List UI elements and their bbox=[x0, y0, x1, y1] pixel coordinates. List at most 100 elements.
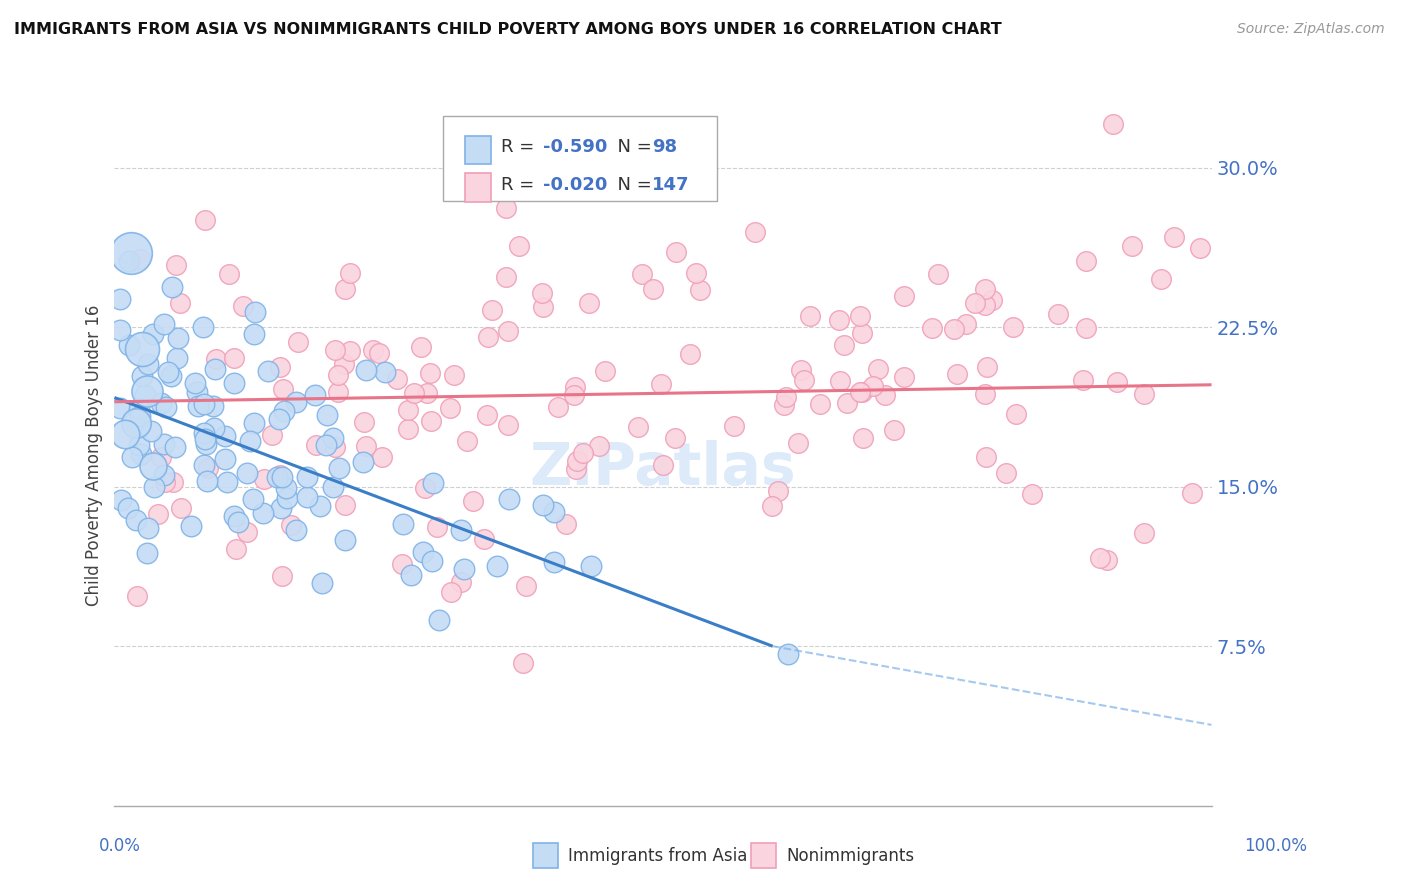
Point bbox=[309, 499, 332, 513]
Point bbox=[193, 458, 215, 472]
Point bbox=[419, 414, 441, 428]
Point bbox=[496, 324, 519, 338]
Point bbox=[224, 351, 246, 365]
Point bbox=[391, 558, 413, 572]
Point bbox=[134, 387, 156, 401]
Point bbox=[849, 309, 872, 323]
Point bbox=[392, 516, 415, 531]
Point bbox=[827, 313, 849, 327]
Point bbox=[685, 266, 707, 280]
Point bbox=[1181, 485, 1204, 500]
Point bbox=[963, 296, 986, 310]
Point bbox=[117, 500, 139, 515]
Point bbox=[495, 201, 517, 215]
Text: -0.590: -0.590 bbox=[543, 138, 607, 156]
Point bbox=[402, 386, 425, 401]
Point bbox=[167, 331, 190, 345]
Point bbox=[269, 412, 291, 426]
Point bbox=[332, 357, 354, 371]
Point bbox=[194, 433, 217, 447]
Point bbox=[315, 438, 337, 452]
Point bbox=[650, 377, 672, 392]
Point bbox=[461, 494, 484, 508]
Point bbox=[215, 475, 238, 489]
Point bbox=[1097, 553, 1119, 567]
Point bbox=[197, 460, 219, 475]
Point bbox=[131, 369, 153, 384]
Point bbox=[974, 450, 997, 464]
Point bbox=[665, 245, 688, 260]
Point bbox=[127, 589, 149, 603]
Point bbox=[778, 647, 800, 661]
Point bbox=[142, 480, 165, 494]
Point bbox=[239, 434, 262, 449]
Point bbox=[214, 429, 236, 443]
Point bbox=[252, 506, 274, 520]
Point bbox=[578, 296, 600, 310]
Point bbox=[131, 342, 153, 356]
Point bbox=[333, 533, 356, 547]
Point bbox=[218, 267, 240, 281]
Point bbox=[322, 480, 344, 494]
Point bbox=[153, 318, 176, 332]
Point bbox=[354, 439, 377, 453]
Point bbox=[243, 305, 266, 319]
Point bbox=[141, 424, 163, 438]
Point bbox=[579, 558, 602, 573]
Point bbox=[243, 416, 266, 430]
Point bbox=[108, 323, 131, 337]
Point bbox=[572, 446, 595, 460]
Point bbox=[631, 267, 654, 281]
Point bbox=[1073, 373, 1095, 387]
Point bbox=[426, 520, 449, 534]
Text: N =: N = bbox=[606, 138, 658, 156]
Point bbox=[125, 513, 148, 527]
Point bbox=[1132, 526, 1154, 541]
Point bbox=[1121, 239, 1143, 253]
Point bbox=[873, 388, 896, 402]
Text: 98: 98 bbox=[652, 138, 678, 156]
Point bbox=[129, 252, 152, 267]
Text: 100.0%: 100.0% bbox=[1244, 837, 1308, 855]
Text: IMMIGRANTS FROM ASIA VS NONIMMIGRANTS CHILD POVERTY AMONG BOYS UNDER 16 CORRELAT: IMMIGRANTS FROM ASIA VS NONIMMIGRANTS CH… bbox=[14, 22, 1002, 37]
Point bbox=[508, 239, 530, 253]
Point bbox=[787, 436, 810, 450]
Point bbox=[512, 657, 534, 671]
Point bbox=[186, 384, 208, 399]
Point bbox=[1046, 307, 1069, 321]
Point bbox=[165, 258, 187, 272]
Point bbox=[121, 450, 143, 464]
Point bbox=[486, 558, 509, 573]
Point bbox=[385, 372, 408, 386]
Point bbox=[422, 475, 444, 490]
Point bbox=[136, 521, 159, 535]
Point bbox=[108, 401, 131, 415]
Point bbox=[427, 613, 450, 627]
Point bbox=[849, 385, 872, 400]
Point bbox=[543, 504, 565, 518]
Point bbox=[184, 376, 207, 391]
Point bbox=[136, 546, 159, 560]
Text: 0.0%: 0.0% bbox=[98, 837, 141, 855]
Point bbox=[547, 400, 569, 414]
Point bbox=[883, 423, 905, 437]
Point bbox=[474, 532, 496, 546]
Point bbox=[974, 298, 997, 312]
Point bbox=[339, 343, 361, 358]
Point bbox=[305, 438, 328, 452]
Point bbox=[304, 388, 326, 402]
Point bbox=[256, 364, 278, 378]
Point bbox=[155, 401, 177, 415]
Point bbox=[851, 326, 873, 340]
Point bbox=[287, 334, 309, 349]
Point bbox=[262, 427, 284, 442]
Text: Nonimmigrants: Nonimmigrants bbox=[786, 847, 914, 865]
Point bbox=[236, 524, 259, 539]
Point bbox=[226, 516, 249, 530]
Point bbox=[125, 416, 148, 430]
Point bbox=[679, 347, 702, 361]
Point bbox=[153, 468, 176, 483]
Point bbox=[443, 368, 465, 382]
Point bbox=[515, 579, 537, 593]
Point bbox=[835, 396, 858, 410]
